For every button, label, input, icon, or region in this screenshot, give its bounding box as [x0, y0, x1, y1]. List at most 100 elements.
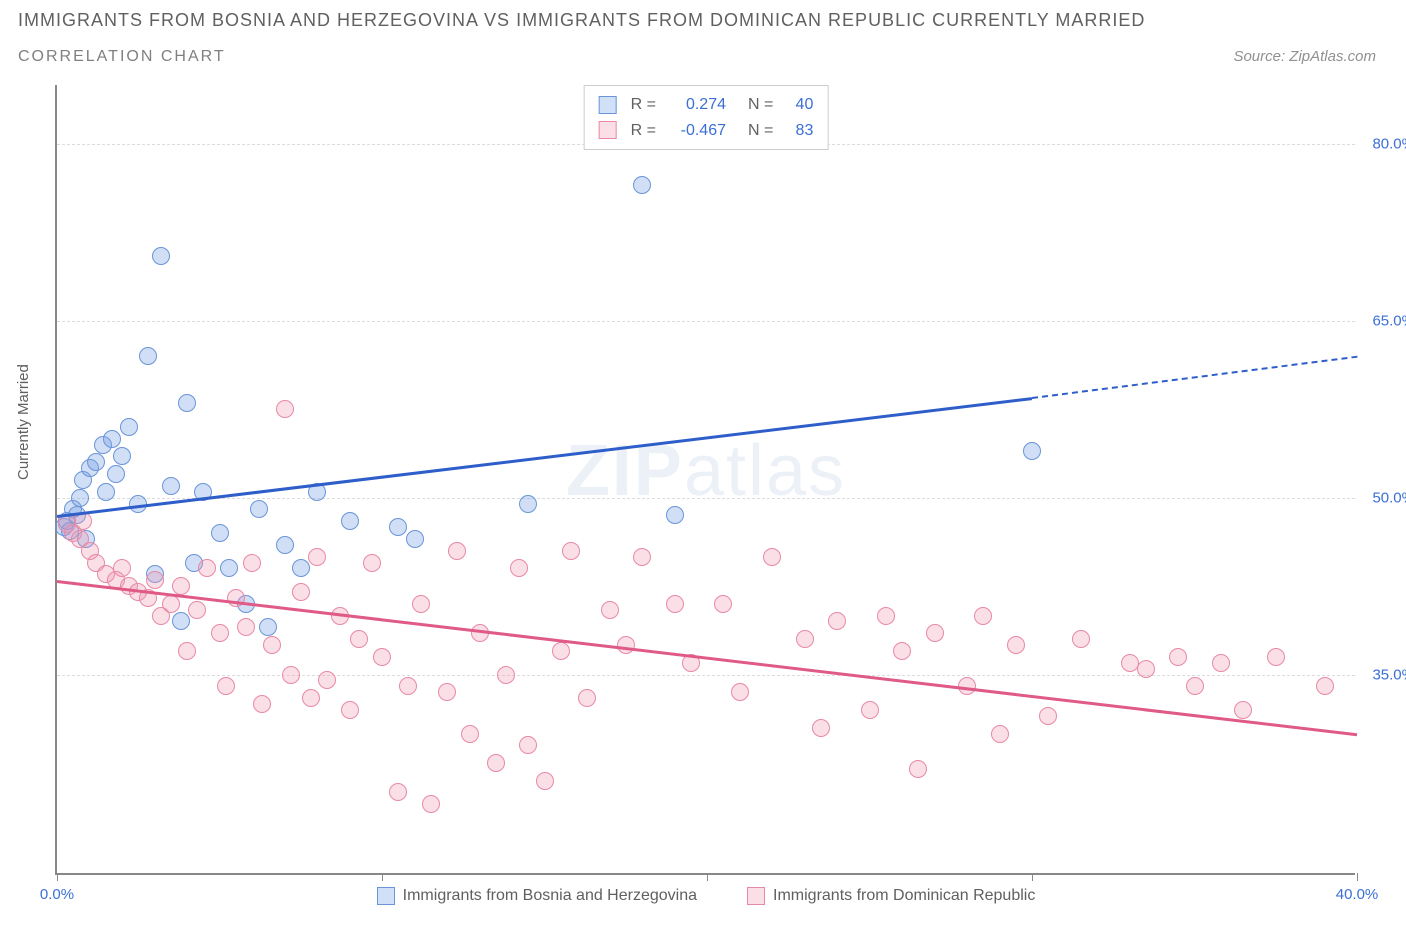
chart-title: IMMIGRANTS FROM BOSNIA AND HERZEGOVINA V…: [18, 10, 1145, 31]
xtick: [57, 873, 58, 881]
data-point-bosnia: [389, 518, 407, 536]
r-label: R =: [631, 92, 656, 118]
gridline: [57, 498, 1355, 499]
data-point-dominican: [731, 683, 749, 701]
source-attribution: Source: ZipAtlas.com: [1233, 48, 1376, 65]
data-point-dominican: [318, 671, 336, 689]
data-point-dominican: [198, 559, 216, 577]
data-point-bosnia: [172, 612, 190, 630]
data-point-dominican: [188, 601, 206, 619]
xtick: [1032, 873, 1033, 881]
data-point-bosnia: [87, 453, 105, 471]
data-point-dominican: [487, 754, 505, 772]
data-point-bosnia: [139, 347, 157, 365]
series-legend: Immigrants from Bosnia and Herzegovina I…: [57, 887, 1355, 905]
xtick-label: 0.0%: [40, 886, 74, 903]
data-point-dominican: [1316, 677, 1334, 695]
data-point-dominican: [422, 795, 440, 813]
trendline: [1032, 356, 1357, 399]
data-point-dominican: [292, 583, 310, 601]
legend-item-bosnia: Immigrants from Bosnia and Herzegovina: [377, 887, 697, 905]
data-point-dominican: [714, 595, 732, 613]
data-point-dominican: [601, 601, 619, 619]
data-point-dominican: [666, 595, 684, 613]
r-value-dominican: -0.467: [666, 118, 726, 144]
trendline: [57, 397, 1032, 517]
data-point-bosnia: [120, 418, 138, 436]
data-point-dominican: [308, 548, 326, 566]
n-value-bosnia: 40: [783, 92, 813, 118]
legend-item-dominican: Immigrants from Dominican Republic: [747, 887, 1035, 905]
legend-label-dominican: Immigrants from Dominican Republic: [773, 887, 1035, 905]
data-point-bosnia: [220, 559, 238, 577]
data-point-dominican: [578, 689, 596, 707]
data-point-dominican: [562, 542, 580, 560]
data-point-bosnia: [250, 500, 268, 518]
data-point-dominican: [633, 548, 651, 566]
y-axis-label: Currently Married: [15, 364, 32, 480]
data-point-dominican: [1072, 630, 1090, 648]
data-point-dominican: [113, 559, 131, 577]
watermark: ZIPatlas: [566, 430, 846, 512]
data-point-dominican: [1007, 636, 1025, 654]
trendline: [57, 580, 1357, 736]
data-point-dominican: [341, 701, 359, 719]
data-point-bosnia: [152, 247, 170, 265]
data-point-dominican: [471, 624, 489, 642]
data-point-bosnia: [633, 176, 651, 194]
data-point-dominican: [389, 783, 407, 801]
ytick-label: 50.0%: [1360, 489, 1406, 506]
data-point-dominican: [861, 701, 879, 719]
data-point-bosnia: [162, 477, 180, 495]
watermark-rest: atlas: [684, 431, 846, 511]
data-point-dominican: [796, 630, 814, 648]
ytick-label: 65.0%: [1360, 312, 1406, 329]
data-point-dominican: [243, 554, 261, 572]
data-point-bosnia: [113, 447, 131, 465]
data-point-dominican: [253, 695, 271, 713]
data-point-dominican: [519, 736, 537, 754]
chart-subtitle: CORRELATION CHART: [18, 48, 226, 66]
data-point-bosnia: [259, 618, 277, 636]
data-point-dominican: [146, 571, 164, 589]
data-point-dominican: [276, 400, 294, 418]
data-point-dominican: [893, 642, 911, 660]
swatch-bosnia: [599, 96, 617, 114]
correlation-legend: R = 0.274 N = 40 R = -0.467 N = 83: [584, 85, 829, 150]
legend-row-bosnia: R = 0.274 N = 40: [599, 92, 814, 118]
data-point-bosnia: [97, 483, 115, 501]
data-point-dominican: [617, 636, 635, 654]
data-point-dominican: [497, 666, 515, 684]
n-label: N =: [748, 92, 773, 118]
swatch-dominican: [599, 121, 617, 139]
data-point-bosnia: [1023, 442, 1041, 460]
data-point-dominican: [877, 607, 895, 625]
gridline: [57, 675, 1355, 676]
data-point-dominican: [763, 548, 781, 566]
ytick-label: 80.0%: [1360, 135, 1406, 152]
data-point-dominican: [263, 636, 281, 654]
data-point-bosnia: [103, 430, 121, 448]
data-point-dominican: [909, 760, 927, 778]
data-point-dominican: [1234, 701, 1252, 719]
data-point-dominican: [217, 677, 235, 695]
data-point-dominican: [399, 677, 417, 695]
data-point-dominican: [178, 642, 196, 660]
data-point-bosnia: [519, 495, 537, 513]
data-point-dominican: [162, 595, 180, 613]
data-point-dominican: [974, 607, 992, 625]
data-point-dominican: [536, 772, 554, 790]
data-point-bosnia: [211, 524, 229, 542]
swatch-dominican-icon: [747, 887, 765, 905]
data-point-dominican: [1267, 648, 1285, 666]
data-point-dominican: [812, 719, 830, 737]
legend-row-dominican: R = -0.467 N = 83: [599, 118, 814, 144]
data-point-dominican: [828, 612, 846, 630]
xtick: [382, 873, 383, 881]
data-point-dominican: [461, 725, 479, 743]
data-point-dominican: [1169, 648, 1187, 666]
data-point-dominican: [350, 630, 368, 648]
data-point-bosnia: [341, 512, 359, 530]
data-point-dominican: [552, 642, 570, 660]
data-point-dominican: [1039, 707, 1057, 725]
